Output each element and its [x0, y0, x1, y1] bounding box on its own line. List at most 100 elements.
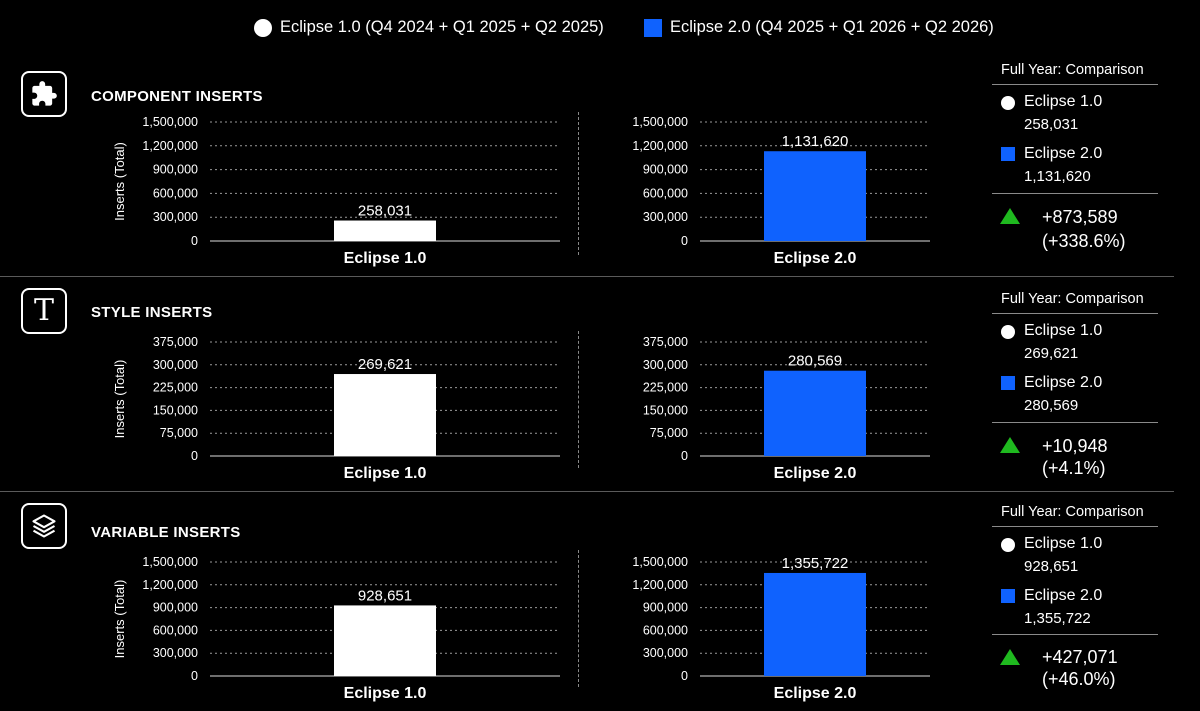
chart-divider	[578, 331, 579, 468]
bar-value-label: 280,569	[788, 353, 842, 370]
legend-item-eclipse-1: Eclipse 1.0 (Q4 2024 + Q1 2025 + Q2 2025…	[254, 18, 604, 37]
comparison-percent: (+338.6%)	[1042, 231, 1126, 251]
y-tick-label: 300,000	[153, 646, 198, 660]
bar	[334, 605, 436, 676]
comparison-e1-value: 269,621	[1024, 345, 1079, 362]
chart-divider	[578, 112, 579, 255]
chart-variable-eclipse-1: 0 300,000 600,000 900,000 1,200,000 1,500,000…	[112, 555, 560, 702]
y-tick-label: 150,000	[153, 403, 198, 417]
comparison-title: Full Year: Comparison	[1001, 504, 1144, 520]
increase-triangle-icon	[1000, 208, 1020, 224]
y-tick-label: 375,000	[153, 335, 198, 349]
bar-value-label: 1,355,722	[782, 555, 849, 572]
eclipse-2-marker	[1001, 376, 1015, 390]
y-tick-label: 900,000	[153, 163, 198, 177]
bar-value-label: 258,031	[358, 203, 412, 220]
y-tick-label: 900,000	[643, 601, 688, 615]
category-label: Eclipse 1.0	[344, 465, 427, 482]
comparison-e1-label: Eclipse 1.0	[1024, 322, 1103, 339]
comparison-e2-label: Eclipse 2.0	[1024, 145, 1103, 162]
comparison-rule	[992, 634, 1158, 635]
eclipse-1-marker	[1001, 96, 1015, 110]
comparison-rule	[992, 193, 1158, 194]
bar-value-label: 269,621	[358, 356, 412, 373]
y-tick-label: 0	[681, 669, 688, 683]
comparison-delta: +873,589	[1042, 207, 1118, 227]
comparison-rule	[992, 422, 1158, 423]
y-tick-label: 600,000	[643, 623, 688, 637]
y-tick-label: 300,000	[153, 358, 198, 372]
category-label: Eclipse 2.0	[774, 685, 857, 702]
y-tick-label: 1,500,000	[142, 555, 198, 569]
legend-label: Eclipse 1.0 (Q4 2024 + Q1 2025 + Q2 2025…	[280, 18, 604, 36]
y-tick-label: 600,000	[153, 186, 198, 200]
comparison-e2-value: 1,131,620	[1024, 168, 1091, 185]
y-tick-label: 300,000	[643, 210, 688, 224]
legend-square-marker	[644, 18, 662, 37]
section-divider	[0, 276, 1174, 277]
y-tick-label: 900,000	[643, 163, 688, 177]
category-label: Eclipse 2.0	[774, 250, 857, 267]
comparison-delta: +10,948	[1042, 436, 1108, 456]
y-axis-label: Inserts (Total)	[112, 580, 127, 659]
y-tick-label: 375,000	[643, 335, 688, 349]
comparison-e2-value: 280,569	[1024, 397, 1079, 414]
y-axis-label: Inserts (Total)	[112, 142, 127, 221]
y-tick-label: 300,000	[643, 646, 688, 660]
comparison-percent: (+4.1%)	[1042, 458, 1106, 478]
section-title: VARIABLE INSERTS	[91, 524, 241, 541]
eclipse-2-marker	[1001, 589, 1015, 603]
bar	[334, 220, 436, 241]
comparison-e2-label: Eclipse 2.0	[1024, 587, 1103, 604]
legend-circle-marker	[254, 18, 272, 37]
bar	[334, 374, 436, 456]
increase-triangle-icon	[1000, 437, 1020, 453]
eclipse-1-marker	[1001, 325, 1015, 339]
comparison-delta: +427,071	[1042, 647, 1118, 667]
comparison-e1-value: 258,031	[1024, 116, 1079, 133]
y-tick-label: 600,000	[643, 186, 688, 200]
y-tick-label: 1,500,000	[632, 555, 688, 569]
y-tick-label: 600,000	[153, 623, 198, 637]
y-tick-label: 300,000	[643, 358, 688, 372]
eclipse-1-marker	[1001, 538, 1015, 552]
y-axis-label: Inserts (Total)	[112, 360, 127, 439]
comparison-e2-value: 1,355,722	[1024, 610, 1091, 627]
chart-component-eclipse-2: 0 300,000 600,000 900,000 1,200,000 1,500,000…	[632, 115, 930, 267]
y-tick-label: 75,000	[160, 426, 198, 440]
bar	[764, 572, 866, 676]
y-tick-label: 75,000	[650, 426, 688, 440]
comparison-percent: (+46.0%)	[1042, 669, 1116, 689]
category-label: Eclipse 2.0	[774, 465, 857, 482]
comparison-e2-label: Eclipse 2.0	[1024, 374, 1103, 391]
y-tick-label: 0	[191, 234, 198, 248]
bar-value-label: 1,131,620	[782, 133, 849, 150]
bar	[764, 370, 866, 456]
chart-divider	[578, 550, 579, 687]
y-tick-label: 150,000	[643, 403, 688, 417]
comparison-title: Full Year: Comparison	[1001, 291, 1144, 307]
comparison-e1-label: Eclipse 1.0	[1024, 535, 1103, 552]
layers-icon	[21, 503, 67, 549]
y-tick-label: 1,200,000	[142, 578, 198, 592]
increase-triangle-icon	[1000, 649, 1020, 665]
category-label: Eclipse 1.0	[344, 250, 427, 267]
comparison-e1-value: 928,651	[1024, 558, 1079, 575]
chart-variable-eclipse-2: 0 300,000 600,000 900,000 1,200,000 1,500,000…	[632, 555, 930, 702]
y-tick-label: 1,200,000	[142, 139, 198, 153]
chart-component-eclipse-1: 0 300,000 600,000 900,000 1,200,000 1,500,000…	[112, 115, 560, 267]
text-t-icon: T	[21, 288, 67, 334]
y-tick-label: 0	[681, 234, 688, 248]
comparison-rule	[992, 313, 1158, 314]
comparison-rule	[992, 84, 1158, 85]
legend-item-eclipse-2: Eclipse 2.0 (Q4 2025 + Q1 2026 + Q2 2026…	[644, 18, 994, 37]
eclipse-2-marker	[1001, 147, 1015, 161]
legend-label: Eclipse 2.0 (Q4 2025 + Q1 2026 + Q2 2026…	[670, 18, 994, 36]
y-tick-label: 0	[681, 449, 688, 463]
y-tick-label: 900,000	[153, 601, 198, 615]
y-tick-label: 1,200,000	[632, 578, 688, 592]
y-tick-label: 0	[191, 669, 198, 683]
y-tick-label: 1,200,000	[632, 139, 688, 153]
category-label: Eclipse 1.0	[344, 685, 427, 702]
y-tick-label: 0	[191, 449, 198, 463]
